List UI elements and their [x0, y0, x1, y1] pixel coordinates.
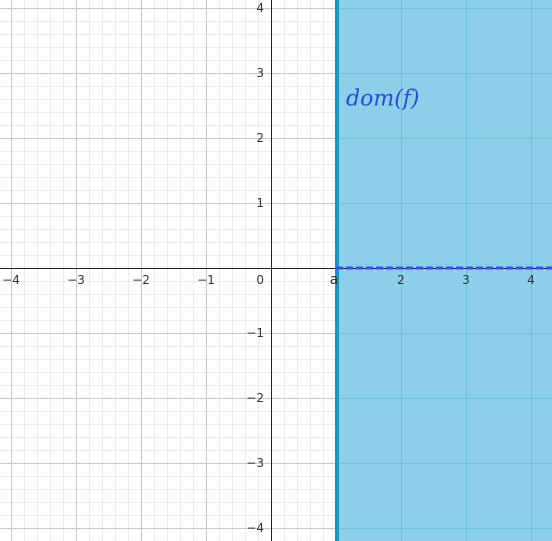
dom-f-label: dom(f)	[346, 87, 420, 112]
x-tick-label: −4	[2, 273, 20, 287]
y-tick-label: −4	[246, 521, 264, 535]
y-tick-label: 1	[256, 196, 264, 210]
y-tick-labels: −4 −3 −2 −1 1 2 3 4	[246, 1, 264, 535]
y-tick-label: −2	[246, 391, 264, 405]
domain-shaded-region	[336, 0, 552, 541]
y-tick-label: 3	[256, 66, 264, 80]
origin-label: 0	[256, 273, 264, 287]
x-tick-label: −1	[197, 273, 215, 287]
x-tick-label: 4	[527, 273, 535, 287]
y-tick-label: −3	[246, 456, 264, 470]
x-tick-label: −2	[132, 273, 150, 287]
x-tick-label: 3	[462, 273, 470, 287]
y-tick-label: −1	[246, 326, 264, 340]
y-tick-label: 2	[256, 131, 264, 145]
x-tick-label: −3	[67, 273, 85, 287]
y-tick-label: 4	[256, 1, 264, 15]
x-tick-label: 2	[397, 273, 405, 287]
x-tick-labels: −4 −3 −2 −1 2 3 4	[2, 273, 535, 287]
boundary-point-a-label: a	[330, 272, 339, 288]
